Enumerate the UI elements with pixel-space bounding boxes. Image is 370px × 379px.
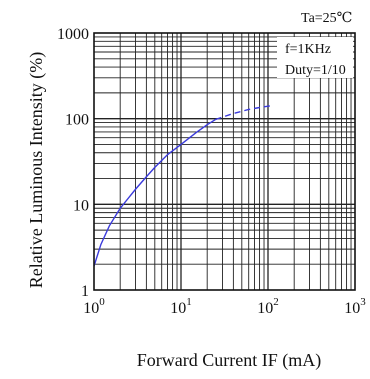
y-tick-label: 100 [65, 112, 89, 129]
series-line-dashed [215, 104, 272, 121]
series-line-solid [93, 118, 216, 267]
x-axis-title: Forward Current IF (mA) [137, 350, 321, 371]
y-axis-title: Relative Luminous Intensity (%) [26, 52, 47, 288]
annotation-box-bg [277, 37, 353, 78]
annotation-box: f=1KHz Duty=1/10 [277, 37, 353, 78]
annotation-frequency: f=1KHz [285, 42, 331, 57]
x-tick-label: 103 [344, 296, 366, 317]
annotation-duty: Duty=1/10 [285, 63, 346, 78]
y-tick-label: 1 [81, 283, 89, 300]
y-tick-labels: 1 10 100 1000 [57, 26, 89, 300]
plot-frame [93, 32, 356, 291]
y-tick-label: 1000 [57, 26, 89, 43]
series-layer [93, 104, 272, 267]
x-tick-label: 101 [170, 296, 192, 317]
x-tick-label: 102 [257, 296, 279, 317]
x-tick-label: 100 [83, 296, 105, 317]
y-tick-label: 10 [73, 197, 89, 214]
condition-label: Ta=25℃ [301, 11, 352, 26]
x-tick-labels: 100 101 102 103 [83, 296, 366, 317]
